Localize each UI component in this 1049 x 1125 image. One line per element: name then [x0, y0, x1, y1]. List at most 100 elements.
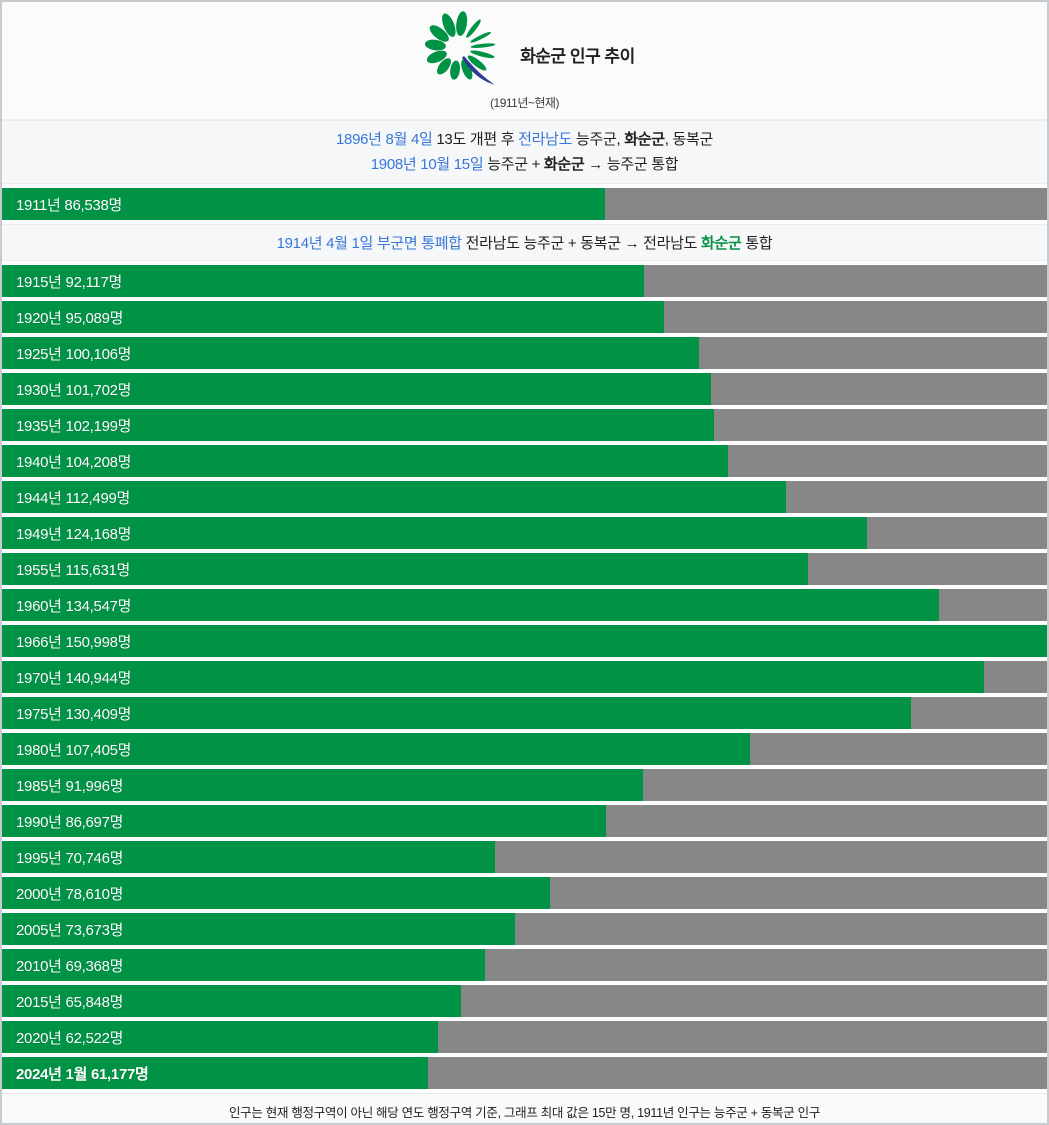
hwasun-county-emblem-icon — [425, 11, 496, 85]
bar-row-1911: 1911년 86,538명 — [2, 188, 1047, 220]
note-text: 전라남도 능주군 + 동복군 → 전라남도 — [461, 235, 702, 252]
bar-label-1949: 1949년 124,168명 — [16, 525, 132, 543]
note-text: 화순군 — [624, 131, 665, 148]
bar-row-2015: 2015년 65,848명 — [2, 985, 1047, 1017]
bar-row-1985: 1985년 91,996명 — [2, 769, 1047, 801]
note-text: 화순군 — [543, 156, 585, 173]
bar-row-1940: 1940년 104,208명 — [2, 445, 1047, 477]
bar-fill-1930: 1930년 101,702명 — [2, 373, 711, 405]
bar-row-2000: 2000년 78,610명 — [2, 877, 1047, 909]
bar-label-1925: 1925년 100,106명 — [16, 345, 132, 363]
bar-label-2024-01: 2024년 1월 61,177명 — [16, 1065, 149, 1083]
bar-fill-1985: 1985년 91,996명 — [2, 769, 643, 801]
bar-fill-2015: 2015년 65,848명 — [2, 985, 461, 1017]
bar-row-1915: 1915년 92,117명 — [2, 265, 1047, 297]
bar-row-1930: 1930년 101,702명 — [2, 373, 1047, 405]
note-text: 능주군, — [572, 131, 625, 148]
bar-fill-1990: 1990년 86,697명 — [2, 805, 606, 837]
bar-row-2005: 2005년 73,673명 — [2, 913, 1047, 945]
bar-fill-2000: 2000년 78,610명 — [2, 877, 550, 909]
bar-label-1935: 1935년 102,199명 — [16, 417, 132, 435]
note-text: , 동복군 — [664, 131, 714, 148]
bar-fill-1949: 1949년 124,168명 — [2, 517, 868, 549]
bar-row-2020: 2020년 62,522명 — [2, 1021, 1047, 1053]
note-link[interactable]: 1896년 8월 4일 — [336, 131, 433, 148]
bar-fill-1920: 1920년 95,089명 — [2, 301, 665, 333]
note-link[interactable]: 1914년 4월 1일 부군면 통폐합 — [276, 235, 463, 252]
bar-fill-1935: 1935년 102,199명 — [2, 409, 714, 441]
bar-label-2015: 2015년 65,848명 — [16, 993, 124, 1011]
bar-row-1966: 1966년 150,998명 — [2, 625, 1047, 657]
note-1914: 1914년 4월 1일 부군면 통폐합 전라남도 능주군 + 동복군 → 전라남… — [2, 224, 1047, 261]
bar-label-1970: 1970년 140,944명 — [16, 669, 132, 687]
bar-fill-1955: 1955년 115,631명 — [2, 553, 808, 585]
bar-row-2024-01: 2024년 1월 61,177명 — [2, 1057, 1047, 1089]
logo-swoosh — [462, 55, 495, 85]
bar-label-1966: 1966년 150,998명 — [16, 633, 132, 651]
bar-label-1980: 1980년 107,405명 — [16, 741, 132, 759]
bar-row-1975: 1975년 130,409명 — [2, 697, 1047, 729]
bar-label-1995: 1995년 70,746명 — [16, 849, 124, 867]
bar-fill-2005: 2005년 73,673명 — [2, 913, 516, 945]
bar-group-rest: 1915년 92,117명 1920년 95,089명 1925년 100,106명… — [2, 265, 1047, 1089]
note-text: 통합 — [741, 235, 773, 252]
bar-fill-1925: 1925년 100,106명 — [2, 337, 700, 369]
bar-label-1940: 1940년 104,208명 — [16, 453, 132, 471]
note-link[interactable]: 1908년 10월 15일 — [370, 156, 484, 173]
bar-row-1925: 1925년 100,106명 — [2, 337, 1047, 369]
note-line-1908: 1908년 10월 15일 능주군 + 화순군 → 능주군 통합 — [2, 152, 1047, 177]
page-subtitle: (1911년~현재) — [490, 96, 559, 110]
bar-label-1915: 1915년 92,117명 — [16, 273, 123, 291]
bar-label-2005: 2005년 73,673명 — [16, 921, 124, 939]
bar-fill-2024-01: 2024년 1월 61,177명 — [2, 1057, 429, 1089]
bar-label-1930: 1930년 101,702명 — [16, 381, 132, 399]
bar-label-2020: 2020년 62,522명 — [16, 1029, 124, 1047]
bar-label-1975: 1975년 130,409명 — [16, 705, 132, 723]
bar-label-1990: 1990년 86,697명 — [16, 813, 124, 831]
chart-header: 화순군 인구 추이 (1911년~현재) — [2, 2, 1047, 120]
bar-fill-1975: 1975년 130,409명 — [2, 697, 911, 729]
bar-row-1935: 1935년 102,199명 — [2, 409, 1047, 441]
note-text: → 능주군 통합 — [584, 156, 679, 173]
bar-chart: 1911년 86,538명 1914년 4월 1일 부군면 통폐합 전라남도 능… — [2, 184, 1047, 1093]
bar-fill-1995: 1995년 70,746명 — [2, 841, 495, 873]
bar-fill-2020: 2020년 62,522명 — [2, 1021, 438, 1053]
bar-label-1960: 1960년 134,547명 — [16, 597, 132, 615]
bar-fill-1966: 1966년 150,998명 — [2, 625, 1047, 657]
bar-row-1980: 1980년 107,405명 — [2, 733, 1047, 765]
bar-label-1955: 1955년 115,631명 — [16, 561, 131, 579]
bar-label-1985: 1985년 91,996명 — [16, 777, 124, 795]
bar-fill-2010: 2010년 69,368명 — [2, 949, 486, 981]
bar-label-1920: 1920년 95,089명 — [16, 309, 124, 327]
bar-group-1911: 1911년 86,538명 — [2, 188, 1047, 220]
bar-row-1960: 1960년 134,547명 — [2, 589, 1047, 621]
bar-fill-1915: 1915년 92,117명 — [2, 265, 644, 297]
bar-fill-1944: 1944년 112,499명 — [2, 481, 786, 513]
page-title: 화순군 인구 추이 — [520, 46, 635, 66]
bar-label-2000: 2000년 78,610명 — [16, 885, 124, 903]
bar-fill-1911: 1911년 86,538명 — [2, 188, 605, 220]
note-text: 능주군 + — [483, 156, 544, 173]
note-line-1896: 1896년 8월 4일 13도 개편 후 전라남도 능주군, 화순군, 동복군 — [2, 127, 1047, 152]
bar-row-1955: 1955년 115,631명 — [2, 553, 1047, 585]
bar-row-1949: 1949년 124,168명 — [2, 517, 1047, 549]
bar-label-1911: 1911년 86,538명 — [16, 196, 123, 214]
bar-row-2010: 2010년 69,368명 — [2, 949, 1047, 981]
bar-row-1970: 1970년 140,944명 — [2, 661, 1047, 693]
note-text: 화순군 — [701, 235, 742, 252]
bar-fill-1970: 1970년 140,944명 — [2, 661, 984, 693]
chart-footnote: 인구는 현재 행정구역이 아닌 해당 연도 행정구역 기준, 그래프 최대 값은… — [2, 1093, 1047, 1123]
bar-label-2010: 2010년 69,368명 — [16, 957, 124, 975]
bar-fill-1960: 1960년 134,547명 — [2, 589, 940, 621]
note-link[interactable]: 전라남도 — [518, 131, 573, 148]
bar-row-1990: 1990년 86,697명 — [2, 805, 1047, 837]
note-1896-1908: 1896년 8월 4일 13도 개편 후 전라남도 능주군, 화순군, 동복군 … — [2, 120, 1047, 184]
bar-fill-1980: 1980년 107,405명 — [2, 733, 751, 765]
bar-label-1944: 1944년 112,499명 — [16, 489, 131, 507]
bar-row-1995: 1995년 70,746명 — [2, 841, 1047, 873]
note-text: 13도 개편 후 — [432, 131, 519, 148]
bar-row-1944: 1944년 112,499명 — [2, 481, 1047, 513]
bar-fill-1940: 1940년 104,208명 — [2, 445, 728, 477]
bar-row-1920: 1920년 95,089명 — [2, 301, 1047, 333]
